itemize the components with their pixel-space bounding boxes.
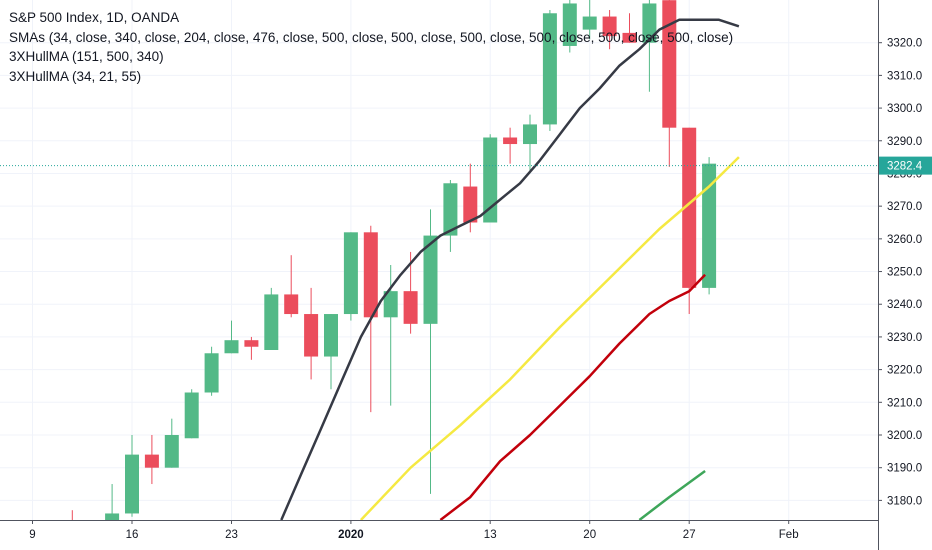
legend-symbol-title[interactable]: S&P 500 Index, 1D, OANDA <box>9 10 180 25</box>
hull-ma-red-line <box>439 273 706 520</box>
candle-up <box>483 137 498 223</box>
candle-up <box>423 235 438 324</box>
candle-down <box>662 0 677 128</box>
candle-up <box>224 340 239 354</box>
candle-up <box>542 13 557 125</box>
candlestick-series <box>65 0 717 534</box>
y-tick-label: 3310.0 <box>887 70 922 82</box>
candle-up <box>105 513 120 520</box>
y-tick-label: 3200.0 <box>887 430 922 442</box>
candle-down <box>244 340 259 347</box>
y-tick-label: 3320.0 <box>887 38 922 50</box>
y-tick-label: 3290.0 <box>887 136 922 148</box>
candle-up <box>443 183 458 236</box>
legend-hull-indicator-2[interactable]: 3XHullMA (34, 21, 55) <box>9 68 142 84</box>
candle-up <box>164 435 179 468</box>
candle-up <box>264 294 279 350</box>
hull-ma-yellow-line <box>359 156 740 520</box>
candle-down <box>463 186 478 223</box>
x-tick-label: 20 <box>583 529 596 541</box>
candle-down <box>144 454 159 468</box>
candle-down <box>284 294 299 315</box>
candle-up <box>562 3 577 46</box>
x-tick-label: Feb <box>779 529 799 541</box>
candle-up <box>324 314 338 357</box>
hull-ma-green-line <box>638 469 706 520</box>
candle-down <box>403 291 418 324</box>
candle-up <box>582 16 597 30</box>
y-tick-label: 3270.0 <box>887 201 922 213</box>
sma-line <box>280 18 740 520</box>
x-tick-label: 13 <box>484 529 497 541</box>
last-price-tag <box>879 156 932 175</box>
legend-sma-indicator[interactable]: SMAs (34, close, 340, close, 204, close,… <box>9 29 734 45</box>
candle-down <box>602 16 617 37</box>
x-tick-label: 23 <box>225 529 238 541</box>
chart-grid <box>0 0 878 520</box>
y-tick-label: 3250.0 <box>887 267 922 279</box>
candle-down <box>622 32 637 43</box>
x-tick-label: 16 <box>126 529 139 541</box>
candle-up <box>343 232 358 315</box>
candle-down <box>304 314 319 357</box>
candle-up <box>125 454 139 514</box>
chart-legend: S&P 500 Index, 1D, OANDA SMAs (34, close… <box>9 8 733 86</box>
x-tick-label: 2020 <box>338 529 364 541</box>
candle-up <box>702 163 717 288</box>
candle-down <box>503 137 518 145</box>
candle-down <box>363 232 378 318</box>
x-tick-label: 27 <box>683 529 696 541</box>
candle-down <box>65 527 79 534</box>
y-tick-label: 3240.0 <box>887 299 922 311</box>
y-tick-label: 3180.0 <box>887 495 922 507</box>
y-tick-label: 3300.0 <box>887 103 922 115</box>
indicator-lines <box>0 18 878 520</box>
candle-up <box>383 291 398 318</box>
candle-up <box>642 3 657 43</box>
y-tick-label: 3220.0 <box>887 365 922 377</box>
last-price-label: 3282.4 <box>887 161 923 173</box>
candle-up <box>184 392 199 439</box>
y-tick-label: 3190.0 <box>887 463 922 475</box>
y-tick-label: 3230.0 <box>887 332 922 344</box>
legend-hull-indicator-1[interactable]: 3XHullMA (151, 500, 340) <box>9 49 164 64</box>
candle-up <box>204 353 219 393</box>
y-tick-label: 3210.0 <box>887 397 922 409</box>
x-tick-label: 9 <box>29 529 35 541</box>
candle-down <box>682 127 697 288</box>
candle-up <box>523 124 537 145</box>
y-tick-label: 3260.0 <box>887 234 922 246</box>
